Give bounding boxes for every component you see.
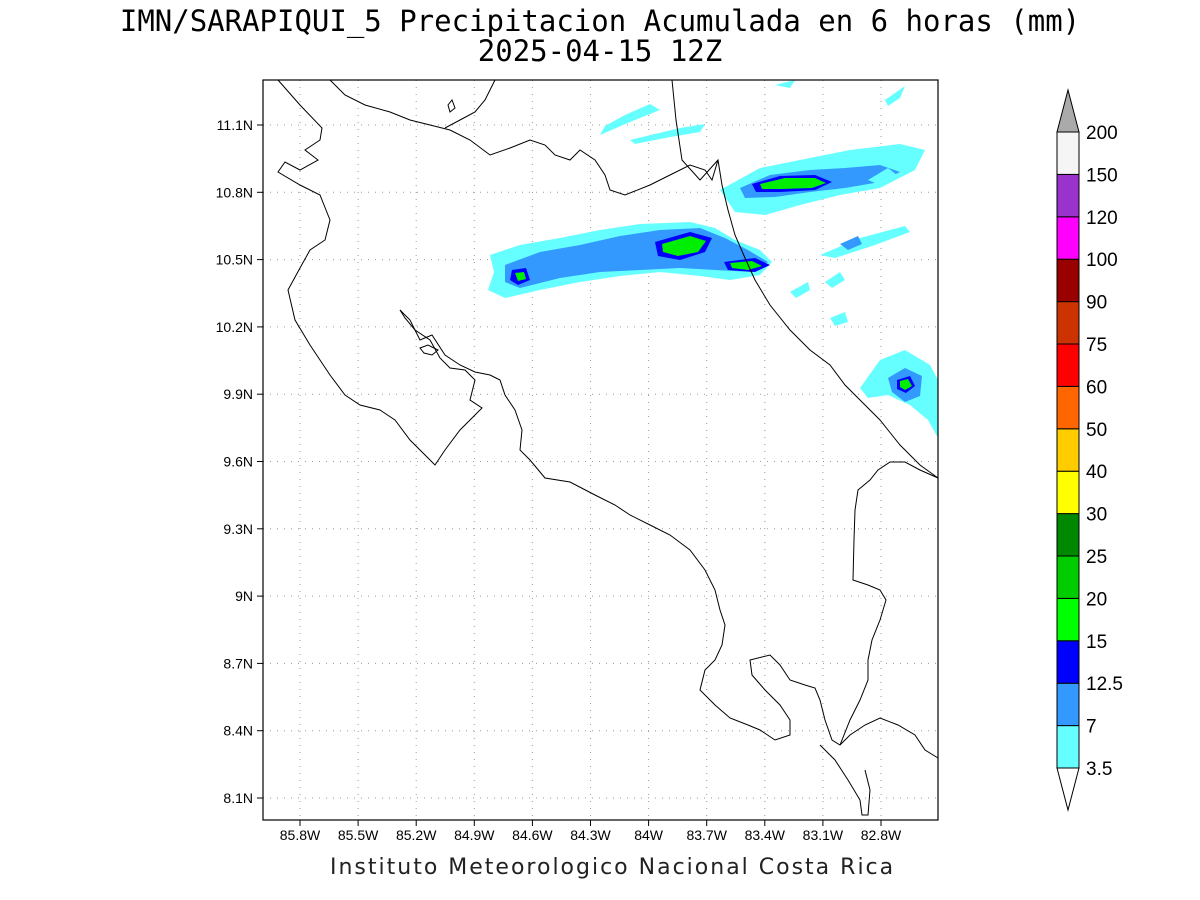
precip-area-3.5 (600, 104, 660, 135)
golfo-dulce-coast (819, 744, 871, 816)
map-grid (263, 80, 938, 820)
colorbar-label: 20 (1086, 589, 1107, 610)
longitude-tick-labels: 85.8W 85.5W 85.2W 84.9W 84.6W 84.3W 84W 83.7W 83… (280, 827, 902, 843)
map-subtitle-date: 2025-04-15 12Z (477, 34, 723, 68)
colorbar-upper-arrow (1056, 88, 1080, 133)
precip-area-3.5 (790, 282, 810, 298)
nicaragua-costa-rica-border (277, 79, 483, 466)
map-title: IMN/SARAPIQUI_5 Precipitacion Acumulada … (119, 4, 1081, 38)
colorbar-label: 15 (1086, 632, 1107, 653)
lat-tick-label: 9N (235, 588, 253, 604)
institute-credit: Instituto Meteorologico Nacional Costa R… (330, 855, 896, 880)
lon-tick-label: 83.4W (745, 827, 786, 843)
lat-tick-label: 10.2N (216, 319, 253, 335)
colorbar-segment (1056, 682, 1080, 727)
san-juan-river-border (444, 79, 496, 129)
small-island (447, 99, 456, 113)
colorbar-segment (1056, 258, 1080, 303)
colorbar-segment (1056, 597, 1080, 642)
colorbar-label: 150 (1086, 165, 1118, 186)
precip-area-15 (515, 272, 526, 281)
lat-tick-label: 11.1N (217, 117, 253, 133)
lon-tick-label: 83.1W (803, 827, 844, 843)
colorbar-segment (1056, 385, 1080, 430)
lon-tick-label: 85.5W (338, 827, 379, 843)
precip-area-3.5 (825, 272, 845, 288)
lon-tick-label: 84.9W (454, 827, 495, 843)
colorbar-label: 30 (1086, 505, 1107, 526)
panama-border (839, 461, 939, 746)
colorbar-segment (1056, 131, 1080, 175)
colorbar-segment (1056, 343, 1080, 387)
lat-tick-label: 10.8N (216, 184, 253, 200)
colorbar-lower-arrow (1056, 767, 1080, 812)
nicaragua-lake-shore (329, 79, 719, 196)
lon-tick-label: 84.6W (512, 827, 553, 843)
gulf-island (419, 344, 439, 356)
colorbar-label: 40 (1086, 462, 1107, 483)
coastlines-borders (277, 79, 939, 816)
precip-area-15 (662, 236, 706, 256)
osa-peninsula-coast (747, 654, 939, 759)
map-frame (262, 79, 939, 821)
lat-tick-label: 8.1N (223, 790, 253, 806)
precip-area-3.5 (775, 80, 795, 88)
colorbar-segment (1056, 640, 1080, 684)
nicoya-inlet-coast (399, 309, 749, 726)
lat-tick-label: 9.9N (223, 386, 253, 402)
colorbar-label: 90 (1086, 293, 1107, 314)
lon-tick-label: 84W (634, 827, 664, 843)
colorbar-segment (1056, 470, 1080, 515)
lat-tick-label: 9.3N (223, 521, 253, 537)
colorbar-segment (1056, 725, 1080, 769)
precip-area-3.5 (830, 312, 848, 326)
lat-tick-label: 10.5N (216, 252, 253, 268)
precip-area-3.5 (820, 226, 910, 258)
colorbar-label: 25 (1086, 547, 1107, 568)
lon-tick-label: 85.2W (396, 827, 437, 843)
lat-tick-label: 9.6N (223, 454, 253, 470)
colorbar-labels: 3.5 7 12.5 15 20 25 30 40 50 60 75 90 100 120 150 200 (1086, 123, 1123, 780)
precipitation-areas (488, 80, 938, 438)
colorbar-label: 100 (1086, 250, 1118, 271)
colorbar-label: 120 (1086, 208, 1118, 229)
precipitation-colorbar (1056, 88, 1080, 812)
colorbar-label: 12.5 (1086, 674, 1123, 695)
precip-area-15 (730, 261, 762, 270)
colorbar-segment (1056, 555, 1080, 599)
colorbar-segment (1056, 216, 1080, 260)
colorbar-label: 75 (1086, 335, 1107, 356)
axis-ticks (257, 124, 882, 826)
colorbar-label: 50 (1086, 420, 1107, 441)
colorbar-segment (1056, 173, 1080, 218)
precip-area-3.5 (868, 168, 898, 186)
precip-area-3.5 (885, 86, 905, 106)
nicaragua-east-border (671, 79, 939, 479)
colorbar-label: 60 (1086, 377, 1107, 398)
precip-area-3.5 (630, 124, 705, 144)
colorbar-label: 7 (1086, 717, 1097, 738)
colorbar-segment (1056, 428, 1080, 472)
colorbar-label: 3.5 (1086, 759, 1112, 780)
lon-tick-label: 85.8W (280, 827, 321, 843)
colorbar-label: 200 (1086, 123, 1118, 144)
lon-tick-label: 84.3W (570, 827, 611, 843)
precip-area-15 (760, 178, 826, 189)
lat-tick-label: 8.7N (223, 655, 253, 671)
precip-area-7 (840, 236, 862, 250)
lon-tick-label: 82.8W (861, 827, 902, 843)
latitude-tick-labels: 11.1N 10.8N 10.5N 10.2N 9.9N 9.6N 9.3N 9N 8.7N 8.… (216, 117, 253, 806)
precip-area-15 (900, 379, 912, 390)
lon-tick-label: 83.7W (686, 827, 727, 843)
colorbar-segment (1056, 301, 1080, 345)
lat-tick-label: 8.4N (223, 723, 253, 739)
colorbar-segment (1056, 513, 1080, 557)
